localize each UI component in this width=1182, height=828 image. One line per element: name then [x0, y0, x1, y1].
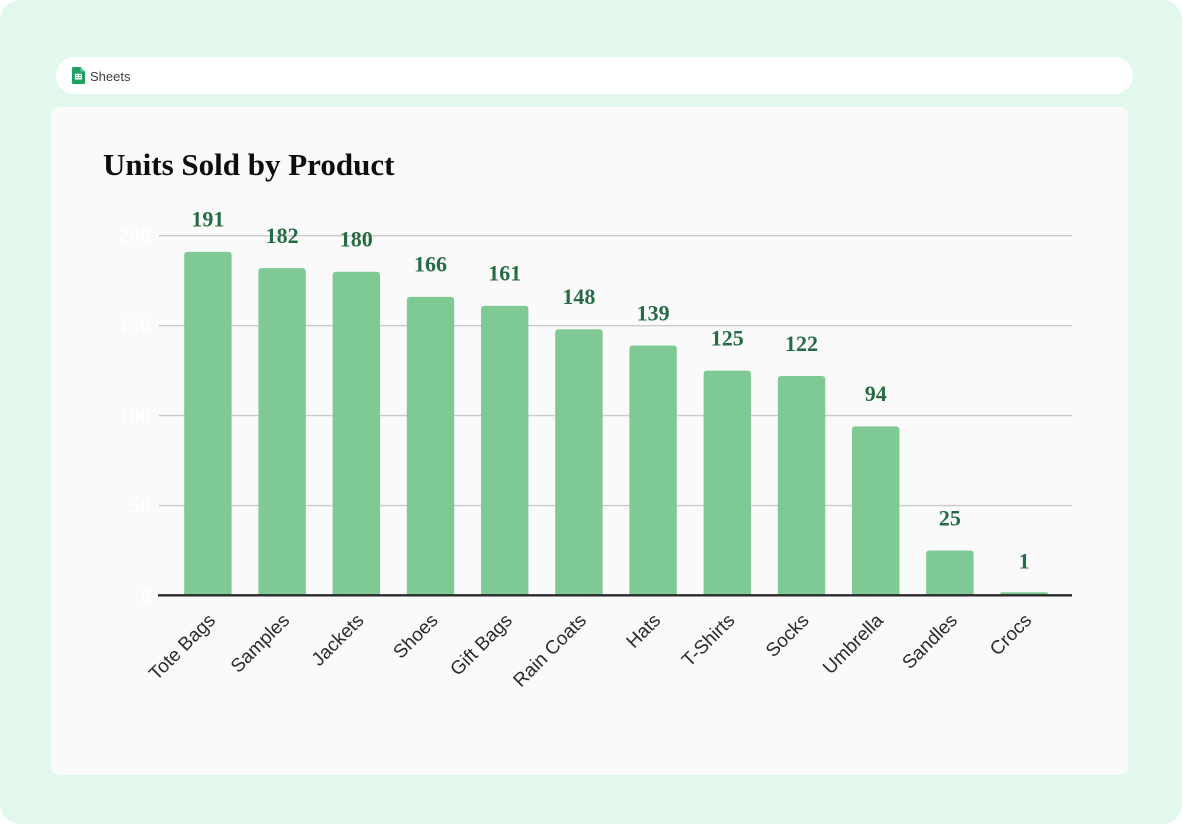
svg-text:148: 148 — [562, 284, 595, 309]
svg-text:Tote Bags: Tote Bags — [145, 610, 220, 685]
svg-text:94: 94 — [865, 381, 887, 406]
svg-text:Sandles: Sandles — [899, 610, 962, 673]
svg-text:Jackets: Jackets — [308, 610, 368, 670]
svg-text:Rain Coats: Rain Coats — [510, 610, 591, 691]
svg-text:Hats: Hats — [623, 610, 665, 652]
svg-text:139: 139 — [637, 300, 670, 325]
svg-text:Shoes: Shoes — [390, 610, 443, 663]
svg-text:166: 166 — [414, 252, 447, 277]
svg-text:0: 0 — [140, 584, 151, 608]
svg-text:Socks: Socks — [762, 610, 813, 661]
svg-text:150: 150 — [119, 314, 151, 338]
svg-text:T-Shirts: T-Shirts — [678, 610, 739, 671]
svg-text:Umbrella: Umbrella — [819, 610, 888, 679]
svg-text:180: 180 — [340, 226, 373, 251]
svg-text:Samples: Samples — [227, 610, 294, 677]
svg-text:1: 1 — [1019, 549, 1030, 574]
svg-text:100: 100 — [119, 404, 151, 428]
svg-text:25: 25 — [939, 505, 961, 530]
svg-text:191: 191 — [191, 207, 224, 232]
svg-text:200: 200 — [119, 224, 151, 248]
svg-text:50: 50 — [130, 494, 152, 518]
svg-text:122: 122 — [785, 331, 818, 356]
svg-text:Crocs: Crocs — [986, 610, 1036, 660]
svg-text:182: 182 — [266, 223, 299, 248]
svg-text:161: 161 — [488, 261, 521, 286]
svg-text:125: 125 — [711, 325, 744, 350]
svg-text:Gift Bags: Gift Bags — [447, 610, 517, 680]
